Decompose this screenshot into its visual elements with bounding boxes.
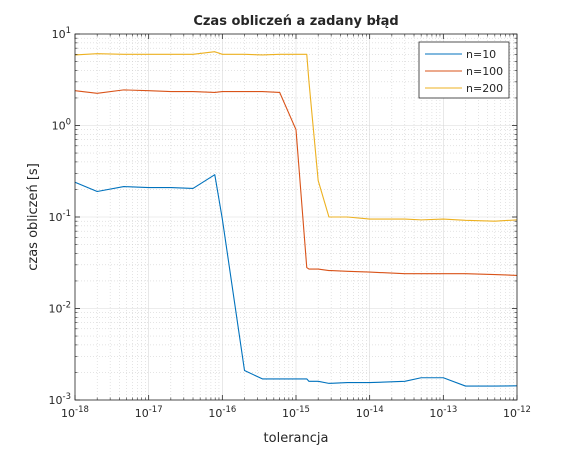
axis-ticks [74,33,518,401]
x-tick-label: 10-13 [429,405,457,420]
x-tick-label: 10-17 [135,405,163,420]
legend-label: n=100 [466,65,503,78]
x-tick-label: 10-12 [503,405,531,420]
x-tick-label: 10-18 [61,405,89,420]
series-layer [74,51,518,387]
series-line-n10 [74,174,518,387]
legend-box [418,41,510,99]
x-tick-label: 10-15 [282,405,310,420]
series-line-n200 [74,51,518,222]
legend-label: n=10 [466,48,496,61]
y-tick-label: 10-1 [49,209,71,224]
y-tick-label: 100 [52,118,71,133]
series-line-n100 [74,89,518,276]
x-axis-label: tolerancja [264,431,329,446]
y-tick-label: 10-3 [49,392,71,407]
legend: n=10 n=100 n=200 [418,41,510,99]
x-tick-label: 10-16 [208,405,236,420]
y-tick-label: 10-2 [49,301,71,316]
x-tick-label: 10-14 [356,405,384,420]
y-tick-label: 101 [52,26,71,41]
y-axis-label: czas obliczeń [s] [26,163,41,271]
chart-title: Czas obliczeń a zadany błąd [193,14,398,29]
legend-label: n=200 [466,82,503,95]
tick-labels: 10-18 10-17 10-16 10-15 10-14 10-13 10-12 10-3 1… [49,26,531,420]
